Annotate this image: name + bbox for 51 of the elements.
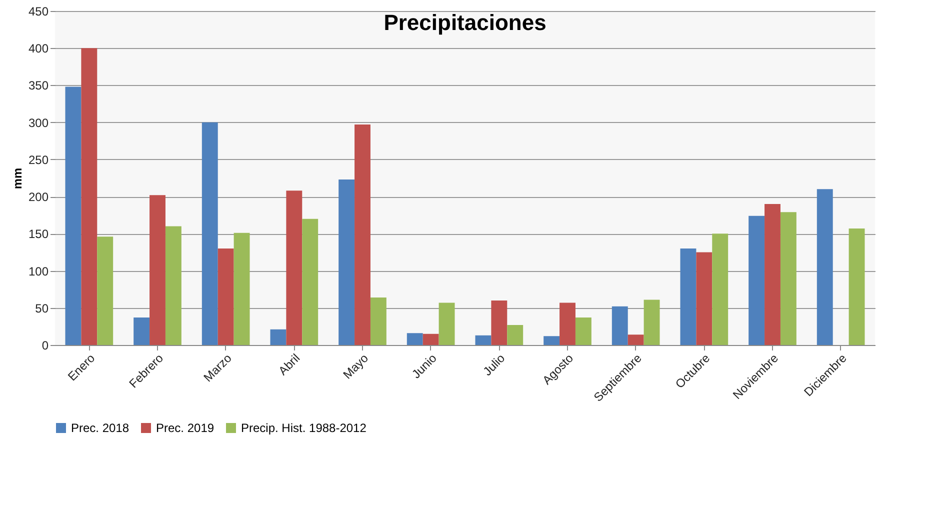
- legend-label: Prec. 2018: [71, 421, 130, 435]
- y-axis-title: mm: [10, 168, 24, 190]
- bar: [680, 248, 696, 345]
- bar: [696, 252, 712, 345]
- bar: [612, 306, 628, 345]
- bar: [491, 300, 508, 345]
- x-tick-label: Julio: [480, 350, 508, 378]
- y-tick-label: 350: [28, 78, 49, 93]
- y-tick-label: 0: [42, 338, 49, 352]
- bar: [644, 300, 660, 345]
- bar: [302, 218, 318, 345]
- bar: [65, 86, 82, 345]
- legend-label: Precip. Hist. 1988-2012: [241, 421, 367, 435]
- y-tick-label: 250: [28, 152, 49, 167]
- bar: [270, 329, 286, 345]
- bar: [234, 232, 250, 345]
- bar: [406, 333, 423, 345]
- bar: [218, 248, 234, 345]
- bar: [338, 179, 355, 345]
- y-tick-label: 200: [28, 190, 49, 204]
- bar: [354, 124, 370, 345]
- bar: [475, 335, 492, 345]
- bar: [628, 334, 644, 345]
- bar: [370, 298, 386, 345]
- bar: [544, 336, 560, 345]
- bar: [560, 302, 576, 345]
- bar: [575, 318, 592, 345]
- y-tick-label: 300: [28, 116, 49, 130]
- y-tick-label: 50: [35, 301, 49, 316]
- bar: [507, 324, 524, 345]
- bar: [134, 318, 150, 345]
- bar: [848, 228, 865, 345]
- bar: [422, 334, 439, 345]
- bar: [712, 234, 728, 345]
- y-tick-label: 450: [28, 4, 49, 18]
- bar: [202, 122, 218, 345]
- bar: [81, 48, 98, 345]
- bar: [286, 190, 302, 345]
- bar: [97, 236, 114, 345]
- bar: [816, 189, 833, 345]
- bar: [748, 216, 765, 345]
- bar: [438, 302, 455, 345]
- legend-label: Prec. 2019: [156, 421, 214, 435]
- bar: [150, 195, 166, 345]
- y-tick-label: 100: [28, 264, 49, 278]
- chart-title: Precipitaciones: [384, 10, 546, 35]
- y-tick-label: 400: [28, 42, 49, 56]
- y-tick-label: 150: [28, 227, 49, 242]
- bar: [764, 204, 780, 345]
- bar: [780, 212, 796, 345]
- bar: [165, 226, 182, 345]
